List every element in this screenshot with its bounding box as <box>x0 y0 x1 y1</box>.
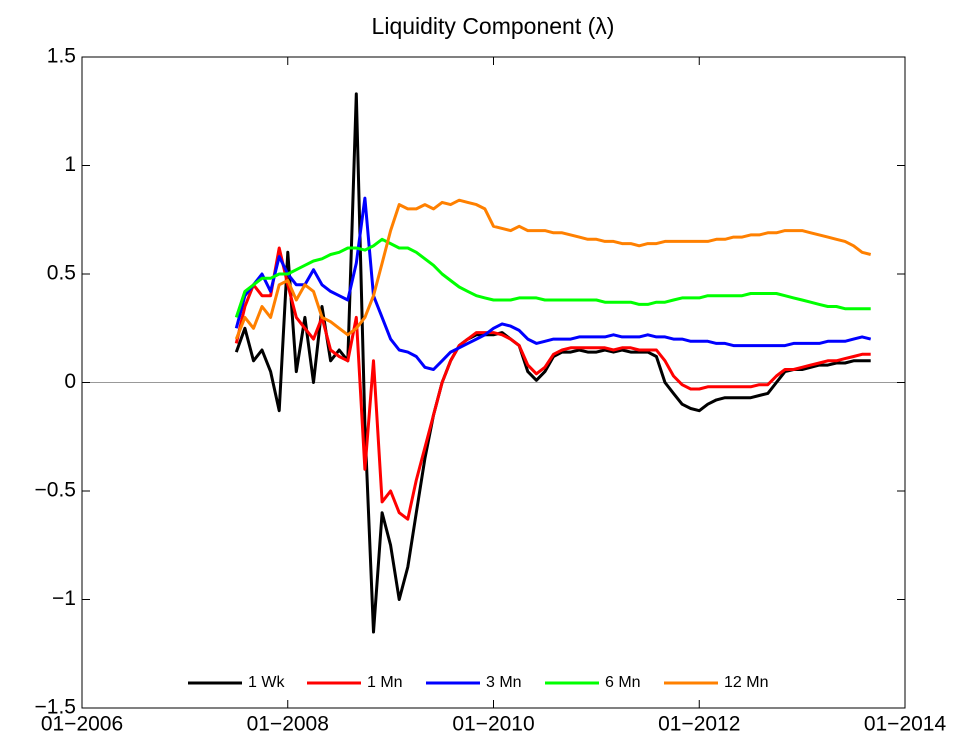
y-tick-label: −1 <box>52 587 76 610</box>
y-tick-label: 0.5 <box>47 262 76 285</box>
x-tick-label: 01−2006 <box>41 713 123 736</box>
y-tick-label: 1.5 <box>47 45 76 68</box>
series-line <box>234 196 872 371</box>
series-line <box>234 246 871 521</box>
y-tick-label: −1.5 <box>35 696 76 719</box>
x-tick-label: 01−2012 <box>658 713 740 736</box>
y-tick-label: 1 <box>64 153 76 176</box>
legend-label: 6 Mn <box>605 674 641 691</box>
chart-title: Liquidity Component (λ) <box>372 13 615 39</box>
legend-label: 12 Mn <box>724 674 768 691</box>
plot-frame <box>81 56 906 709</box>
x-tick-label: 01−2008 <box>247 713 329 736</box>
legend-label: 1 Mn <box>367 674 403 691</box>
x-tick-label: 01−2014 <box>864 713 947 736</box>
legend-label: 3 Mn <box>486 674 522 691</box>
y-tick-label: 0 <box>64 370 76 393</box>
y-tick-label: −0.5 <box>35 479 76 502</box>
series-line <box>234 198 872 340</box>
x-tick-label: 01−2010 <box>452 713 534 736</box>
legend-label: 1 Wk <box>248 674 285 691</box>
series-line <box>234 237 871 318</box>
